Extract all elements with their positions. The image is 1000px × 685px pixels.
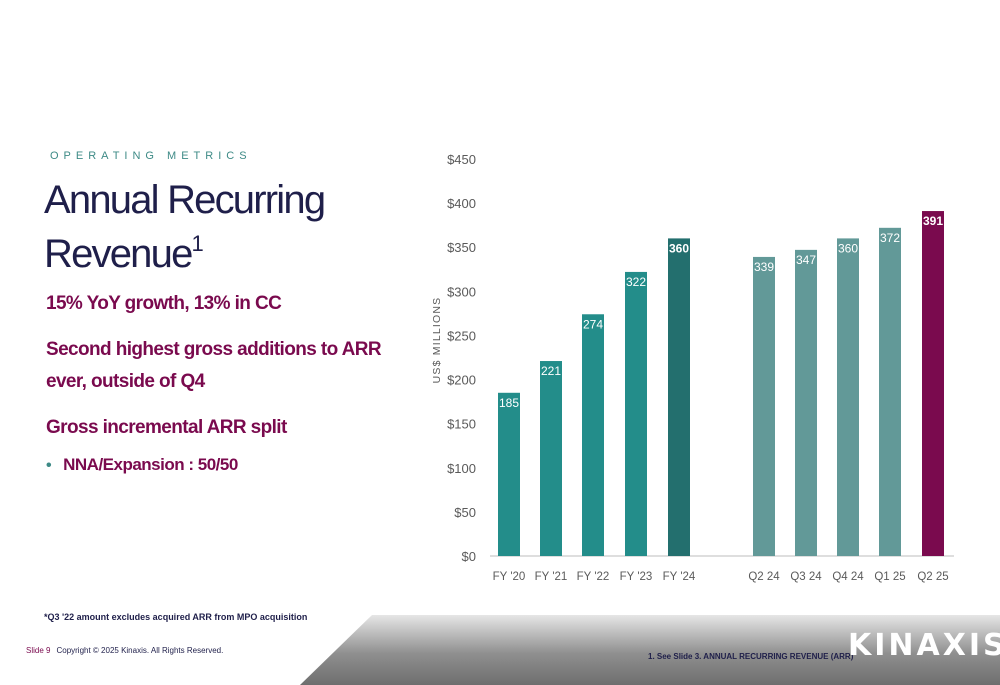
bar-data-label: 322	[626, 275, 646, 289]
bullet-dot-icon: •	[46, 457, 52, 474]
bar-data-label: 347	[796, 253, 816, 267]
x-tick-label: Q4 24	[832, 571, 864, 583]
x-tick-label: Q3 24	[790, 571, 822, 583]
bar	[582, 314, 604, 556]
slide-number: Slide 9	[26, 646, 51, 655]
bar-data-label: 185	[499, 396, 519, 410]
bar-data-label: 339	[754, 260, 774, 274]
bar-data-label: 372	[880, 231, 900, 245]
key-points: 15% YoY growth, 13% in CC Second highest…	[46, 288, 406, 479]
y-tick-label: $50	[454, 505, 476, 520]
sub-point-split: • NNA/Expansion : 50/50	[46, 452, 406, 479]
logo-text: KINAXIS	[848, 628, 1000, 663]
y-tick-label: $350	[447, 240, 476, 255]
bar	[795, 249, 817, 556]
acquisition-footnote: *Q3 '22 amount excludes acquired ARR fro…	[44, 612, 308, 622]
bar	[837, 238, 859, 556]
section-eyebrow: OPERATING METRICS	[50, 150, 252, 162]
sub-point-text: NNA/Expansion : 50/50	[63, 455, 238, 474]
y-tick-label: $200	[447, 373, 476, 388]
point-gross-additions: Second highest gross additions to ARR ev…	[46, 339, 382, 392]
arr-bar-chart: $0 $50 $100 $150 $200 $250 $300 $350 $400 $450 US$…	[431, 152, 954, 583]
point-incremental-split: Gross incremental ARR split	[46, 417, 287, 438]
bar	[879, 227, 901, 556]
bar	[668, 238, 690, 556]
y-tick-label: $450	[447, 152, 476, 167]
bar-data-label: 360	[669, 241, 689, 255]
x-tick-label: Q1 25	[874, 571, 905, 583]
y-tick-label: $100	[447, 461, 476, 476]
point-growth: 15% YoY growth, 13% in CC	[46, 293, 282, 314]
title-text: Annual Recurring Revenue	[44, 178, 326, 276]
page-title: Annual Recurring Revenue1	[44, 178, 384, 276]
y-tick-label: $250	[447, 328, 476, 343]
y-axis-title: US$ MILLIONS	[431, 297, 443, 384]
y-tick-label: $300	[447, 284, 476, 299]
x-tick-label: FY '20	[493, 571, 526, 583]
kinaxis-logo: KINAXIS®	[848, 628, 1000, 663]
bar	[540, 361, 562, 556]
footer-gradient-band	[300, 615, 1000, 685]
bar-data-label: 274	[583, 317, 603, 331]
x-tick-label: FY '22	[577, 571, 610, 583]
arr-footnote: 1. See Slide 3. ANNUAL RECURRING REVENUE…	[648, 652, 854, 661]
bar	[625, 271, 647, 556]
x-tick-label: FY '21	[535, 571, 568, 583]
x-tick-label: FY '24	[663, 571, 696, 583]
bar	[498, 392, 520, 556]
x-tick-label: FY '23	[620, 571, 653, 583]
x-tick-label: Q2 25	[917, 571, 948, 583]
bar-data-label: 391	[923, 214, 943, 228]
y-tick-label: $0	[462, 549, 476, 564]
title-footnote-marker: 1	[191, 231, 204, 256]
copyright-text: Copyright © 2025 Kinaxis. All Rights Res…	[56, 646, 224, 655]
copyright: Slide 9 Copyright © 2025 Kinaxis. All Rig…	[26, 646, 223, 655]
bar	[753, 256, 775, 556]
bar	[922, 211, 944, 556]
bar-data-label: 360	[838, 241, 858, 255]
x-tick-label: Q2 24	[748, 571, 780, 583]
y-tick-label: $400	[447, 196, 476, 211]
y-tick-label: $150	[447, 417, 476, 432]
bar-data-label: 221	[541, 364, 561, 378]
